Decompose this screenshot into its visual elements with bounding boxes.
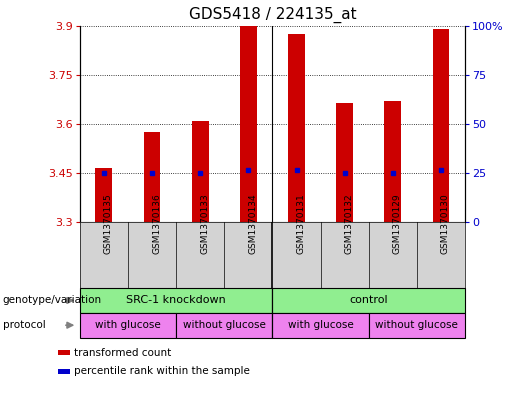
Bar bbox=[192, 121, 209, 222]
Text: SRC-1 knockdown: SRC-1 knockdown bbox=[126, 296, 226, 305]
Bar bbox=[58, 350, 70, 355]
Text: percentile rank within the sample: percentile rank within the sample bbox=[74, 366, 250, 376]
Bar bbox=[272, 313, 369, 338]
Text: GSM1370135: GSM1370135 bbox=[104, 194, 113, 254]
Bar bbox=[272, 288, 465, 313]
Text: genotype/variation: genotype/variation bbox=[3, 296, 101, 305]
Bar bbox=[144, 132, 161, 222]
Bar bbox=[288, 34, 305, 222]
Text: GSM1370129: GSM1370129 bbox=[393, 194, 402, 254]
Bar bbox=[80, 313, 176, 338]
Text: with glucose: with glucose bbox=[95, 320, 161, 330]
Text: GSM1370132: GSM1370132 bbox=[345, 194, 354, 254]
Text: transformed count: transformed count bbox=[74, 347, 171, 358]
Text: GSM1370136: GSM1370136 bbox=[152, 194, 161, 254]
Text: control: control bbox=[349, 296, 388, 305]
Text: GSM1370130: GSM1370130 bbox=[441, 194, 450, 254]
Bar bbox=[369, 313, 465, 338]
Text: GSM1370131: GSM1370131 bbox=[297, 194, 305, 254]
Bar bbox=[95, 168, 112, 222]
Bar bbox=[336, 103, 353, 222]
Text: GSM1370134: GSM1370134 bbox=[248, 194, 258, 254]
Text: protocol: protocol bbox=[3, 320, 45, 330]
Bar bbox=[384, 101, 401, 222]
Bar bbox=[58, 369, 70, 374]
Text: without glucose: without glucose bbox=[375, 320, 458, 330]
Text: without glucose: without glucose bbox=[183, 320, 266, 330]
Bar bbox=[176, 313, 272, 338]
Bar bbox=[80, 288, 272, 313]
Title: GDS5418 / 224135_at: GDS5418 / 224135_at bbox=[188, 7, 356, 23]
Text: GSM1370133: GSM1370133 bbox=[200, 194, 209, 254]
Bar bbox=[240, 26, 257, 222]
Text: with glucose: with glucose bbox=[288, 320, 353, 330]
Bar bbox=[433, 29, 450, 222]
